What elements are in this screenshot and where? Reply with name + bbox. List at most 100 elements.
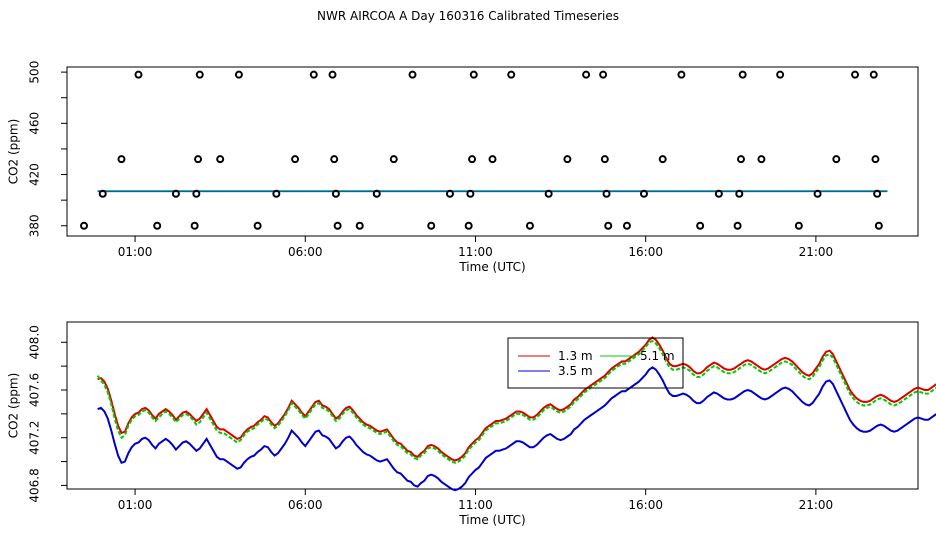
y-tick-label: 406.8 bbox=[28, 468, 42, 502]
x-tick-label: 01:00 bbox=[118, 498, 153, 512]
y-tick-label: 380 bbox=[28, 214, 42, 237]
data-point bbox=[134, 70, 143, 79]
y-tick-label: 407.6 bbox=[28, 373, 42, 407]
x-axis-label-bottom: Time (UTC) bbox=[458, 513, 525, 527]
data-point bbox=[696, 221, 705, 230]
y-tick-label: 460 bbox=[28, 112, 42, 135]
plot-frame-bottom bbox=[66, 321, 919, 490]
data-point bbox=[525, 221, 534, 230]
data-point bbox=[333, 221, 342, 230]
y-tick-label: 407.2 bbox=[28, 421, 42, 455]
data-point bbox=[738, 70, 747, 79]
legend-label: 3.5 m bbox=[558, 364, 593, 378]
data-point bbox=[873, 189, 882, 198]
data-point bbox=[599, 70, 608, 79]
data-point bbox=[253, 221, 262, 230]
data-point bbox=[464, 221, 473, 230]
series-line bbox=[97, 366, 936, 492]
x-tick-label: 21:00 bbox=[799, 498, 834, 512]
data-point bbox=[622, 221, 631, 230]
data-point bbox=[330, 155, 339, 164]
data-point bbox=[427, 221, 436, 230]
data-point bbox=[331, 189, 340, 198]
data-point bbox=[355, 221, 364, 230]
x-tick-label: 21:00 bbox=[799, 245, 834, 259]
data-point bbox=[469, 70, 478, 79]
y-axis-label-top: CO2 (ppm) bbox=[7, 119, 21, 185]
data-point bbox=[98, 189, 107, 198]
series-line bbox=[96, 339, 936, 464]
x-tick-label: 06:00 bbox=[288, 245, 323, 259]
data-point bbox=[714, 189, 723, 198]
data-points-top bbox=[80, 70, 888, 230]
data-point bbox=[832, 155, 841, 164]
data-point bbox=[389, 155, 398, 164]
data-point bbox=[582, 70, 591, 79]
data-point bbox=[192, 189, 201, 198]
data-point bbox=[735, 189, 744, 198]
x-tick-label: 11:00 bbox=[458, 498, 493, 512]
x-axis-label-top: Time (UTC) bbox=[458, 260, 525, 274]
data-point bbox=[851, 70, 860, 79]
data-point bbox=[468, 155, 477, 164]
data-point bbox=[195, 70, 204, 79]
data-point bbox=[544, 189, 553, 198]
data-point bbox=[234, 70, 243, 79]
data-point bbox=[153, 221, 162, 230]
panel-bottom-lines: 01:00 06:00 11:00 16:00 21:00 406.8 407.2 407.6… bbox=[7, 321, 936, 527]
data-point bbox=[604, 221, 613, 230]
data-point bbox=[602, 189, 611, 198]
data-point bbox=[639, 189, 648, 198]
data-point bbox=[272, 189, 281, 198]
data-point bbox=[563, 155, 572, 164]
data-point bbox=[408, 70, 417, 79]
legend: 1.3 m 5.1 m 3.5 m bbox=[507, 337, 684, 389]
data-point bbox=[291, 155, 300, 164]
data-point bbox=[194, 155, 203, 164]
data-point bbox=[190, 221, 199, 230]
data-point bbox=[328, 70, 337, 79]
data-point bbox=[80, 221, 89, 230]
data-point bbox=[600, 155, 609, 164]
data-point bbox=[488, 155, 497, 164]
data-point bbox=[445, 189, 454, 198]
data-point bbox=[871, 155, 880, 164]
x-tick-label: 11:00 bbox=[458, 245, 493, 259]
y-tick-label: 500 bbox=[28, 61, 42, 84]
axis-ticks-bottom: 01:00 06:00 11:00 16:00 21:00 406.8 407.2 407.6… bbox=[28, 325, 834, 512]
plot-frame-top bbox=[66, 66, 919, 237]
data-point bbox=[117, 155, 126, 164]
data-point bbox=[507, 70, 516, 79]
data-point bbox=[736, 155, 745, 164]
data-point bbox=[794, 221, 803, 230]
x-tick-label: 16:00 bbox=[628, 498, 663, 512]
y-axis-label-bottom: CO2 (ppm) bbox=[7, 373, 21, 439]
y-tick-label: 420 bbox=[28, 163, 42, 186]
data-point bbox=[466, 189, 475, 198]
data-point bbox=[677, 70, 686, 79]
x-tick-label: 06:00 bbox=[288, 498, 323, 512]
data-point bbox=[813, 189, 822, 198]
data-point bbox=[733, 221, 742, 230]
data-point bbox=[869, 70, 878, 79]
series-line bbox=[97, 336, 936, 462]
legend-label: 5.1 m bbox=[640, 349, 675, 363]
data-point bbox=[171, 189, 180, 198]
data-point bbox=[658, 155, 667, 164]
data-point bbox=[309, 70, 318, 79]
x-tick-label: 01:00 bbox=[118, 245, 153, 259]
y-tick-label: 408.0 bbox=[28, 325, 42, 359]
x-tick-label: 16:00 bbox=[628, 245, 663, 259]
legend-label: 1.3 m bbox=[558, 349, 593, 363]
data-lines-bottom bbox=[96, 336, 936, 492]
data-point bbox=[757, 155, 766, 164]
panel-top-scatter: 01:00 06:00 11:00 16:00 21:00 380 420 460 500 Ti… bbox=[7, 61, 919, 274]
data-point bbox=[776, 70, 785, 79]
legend-box bbox=[507, 337, 684, 389]
data-point bbox=[372, 189, 381, 198]
axis-ticks-top: 01:00 06:00 11:00 16:00 21:00 380 420 460 500 bbox=[28, 61, 834, 259]
data-point bbox=[216, 155, 225, 164]
data-point bbox=[874, 221, 883, 230]
page-title: NWR AIRCOA A Day 160316 Calibrated Times… bbox=[316, 9, 619, 23]
